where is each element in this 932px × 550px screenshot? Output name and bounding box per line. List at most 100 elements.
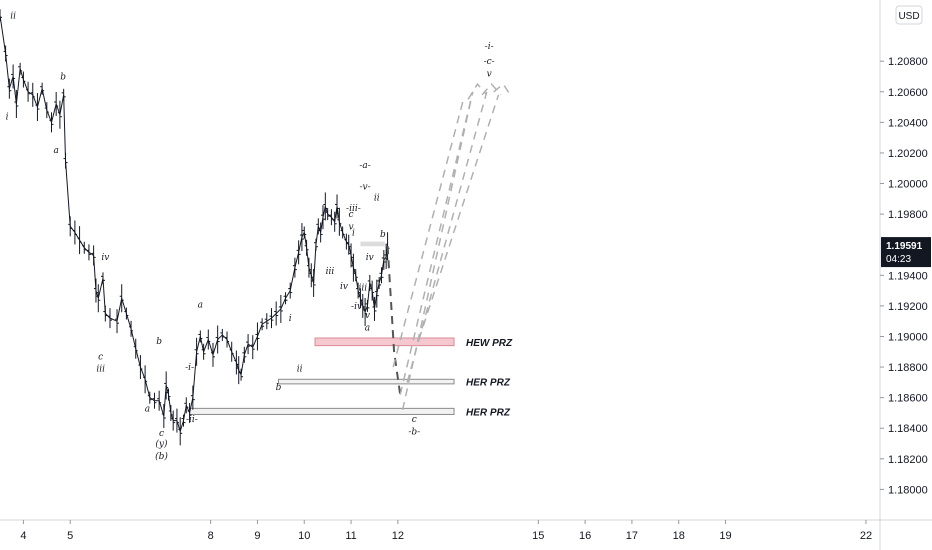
wave-label: (y) xyxy=(155,439,168,450)
y-axis[interactable]: 1.20800 1.20600 1.20400 1.20200 1.20000 1.198… xyxy=(879,0,928,550)
wave-label: v xyxy=(349,222,354,232)
wave-label: b xyxy=(380,230,386,240)
price-segment xyxy=(8,76,14,89)
projection-path xyxy=(481,82,502,96)
wave-label: -a- xyxy=(359,161,370,171)
wave-label: v xyxy=(487,69,492,79)
price-segment xyxy=(149,397,155,402)
wave-label: -ii- xyxy=(186,415,198,425)
y-tick-label: 1.18600 xyxy=(888,393,928,405)
price-segment xyxy=(271,313,277,319)
wave-label: c xyxy=(98,352,103,362)
wave-label: ii xyxy=(297,365,303,375)
projection-path xyxy=(401,91,474,411)
price-badge-bg xyxy=(881,237,931,268)
projection-path xyxy=(467,82,488,100)
projection-path xyxy=(493,82,511,96)
price-segment xyxy=(158,400,165,417)
price-segment xyxy=(41,88,48,111)
x-tick-label: 18 xyxy=(673,530,685,542)
price-segment xyxy=(83,247,90,253)
wave-label: iv xyxy=(101,253,109,263)
price-segment xyxy=(109,317,118,322)
price-segment xyxy=(196,336,201,352)
prz-zone-label: HER PRZ xyxy=(466,407,511,418)
price-segment xyxy=(185,405,191,414)
resistance-box xyxy=(360,241,385,247)
price-segment xyxy=(179,420,184,432)
prz-zone xyxy=(314,337,455,347)
price-segment xyxy=(289,267,296,291)
price-segment xyxy=(243,343,249,355)
wave-label: a xyxy=(145,404,150,414)
price-segment xyxy=(217,334,223,340)
price-segment xyxy=(59,94,65,115)
price-segment xyxy=(221,334,228,340)
wave-label: -c- xyxy=(484,57,495,67)
price-segment xyxy=(285,290,291,299)
x-tick-label: 4 xyxy=(20,530,26,542)
price-segment xyxy=(207,339,214,355)
price-segment xyxy=(266,317,272,322)
price-segment xyxy=(65,160,71,227)
wave-label: c xyxy=(412,415,417,425)
wave-label: -iv- xyxy=(351,302,365,312)
projection-path xyxy=(418,94,500,340)
price-segment xyxy=(298,236,303,253)
price-segment xyxy=(294,252,300,268)
wave-label: iii xyxy=(96,365,105,375)
wave-label: iii xyxy=(358,284,367,294)
price-segment xyxy=(247,343,254,348)
x-tick-label: 12 xyxy=(392,530,404,542)
price-segment xyxy=(0,15,7,54)
price-segment xyxy=(256,324,263,337)
wave-label: b xyxy=(60,73,66,83)
wave-label: b xyxy=(156,337,162,347)
price-segment xyxy=(189,397,194,414)
x-axis[interactable]: 4 5 8 9 10 11 12 15 16 17 18 19 22 xyxy=(0,519,932,542)
wave-label: -i- xyxy=(185,363,194,373)
wave-label: a xyxy=(53,146,58,156)
y-tick-label: 1.20800 xyxy=(888,56,928,68)
price-segment xyxy=(15,68,21,105)
price-segment xyxy=(51,103,57,123)
price-segment xyxy=(63,94,67,161)
wave-label: (b) xyxy=(155,451,168,462)
price-segment xyxy=(104,313,111,319)
wave-label: iii xyxy=(326,267,335,277)
currency-selector[interactable]: USD xyxy=(895,5,923,25)
wave-label: -i- xyxy=(485,42,494,52)
y-tick-label: 1.19200 xyxy=(888,301,928,313)
zones-layer: HEW PRZ HER PRZ HER PRZ xyxy=(189,241,513,418)
price-segment xyxy=(203,339,209,352)
price-segment xyxy=(261,320,268,325)
wave-label: -b- xyxy=(408,427,420,437)
prz-zone xyxy=(278,378,455,385)
price-segment xyxy=(280,298,286,310)
price-segment xyxy=(240,354,245,375)
projection-path xyxy=(399,91,474,395)
price-badge-value: 1.19591 xyxy=(886,241,923,252)
price-segment xyxy=(125,313,132,329)
price-segment xyxy=(116,298,123,322)
x-tick-label: 15 xyxy=(532,530,544,542)
wave-label: ii xyxy=(10,11,16,21)
wave-label: iv xyxy=(366,253,374,263)
price-segment xyxy=(88,251,94,256)
price-segment xyxy=(12,76,17,105)
price-segment xyxy=(97,278,104,299)
y-tick-label: 1.18000 xyxy=(888,484,928,496)
price-series xyxy=(0,9,390,446)
y-tick-label: 1.19400 xyxy=(888,270,928,282)
x-tick-label: 17 xyxy=(626,530,638,542)
price-badge-countdown: 04:23 xyxy=(886,254,911,265)
y-tick-label: 1.19800 xyxy=(888,209,928,221)
price-segment xyxy=(121,298,127,314)
prz-zone-label: HER PRZ xyxy=(466,378,511,389)
wave-label: i xyxy=(289,314,292,324)
price-segment xyxy=(27,91,34,96)
prz-zone xyxy=(189,407,455,415)
currency-label: USD xyxy=(898,11,919,22)
wave-label: i xyxy=(6,112,9,122)
